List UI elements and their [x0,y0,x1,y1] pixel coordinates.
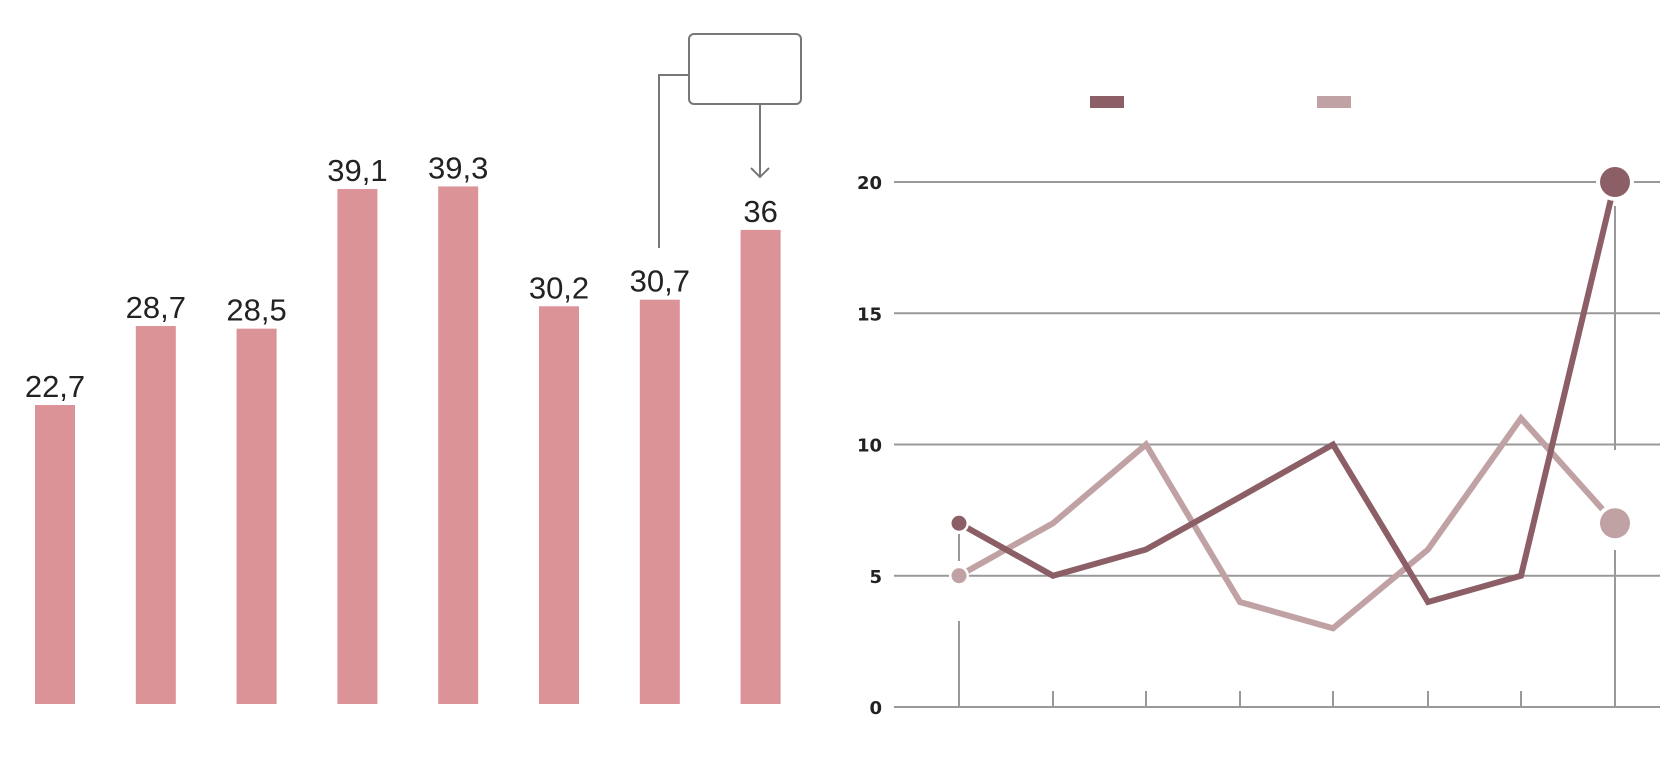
y-tick-label: 20 [857,173,882,194]
bar-value-label: 39,1 [327,153,387,188]
series-line [957,181,1618,606]
bar [35,405,75,704]
y-tick-label: 10 [857,436,882,457]
y-tick-label: 5 [869,567,882,588]
line-chart: 0 5 10 15 20 [857,96,1660,719]
callout-connector [658,74,689,248]
legend-swatch [1317,96,1351,108]
bar-value-label: 30,7 [630,264,690,299]
callout-box [688,33,802,105]
end-point [1600,508,1630,539]
bar-value-label: 36 [743,194,777,229]
y-tick-label: 0 [869,698,882,719]
bar [740,229,781,704]
start-point [951,568,967,584]
legend-swatch [1090,96,1124,108]
bar [639,299,680,704]
bar [337,189,378,705]
bar-chart: 22,7 28,7 28,5 39,1 39,3 30,2 30,7 36 [25,150,781,705]
bar-value-label: 30,2 [529,270,589,305]
callout-annotation [658,33,802,248]
y-tick-label: 15 [857,304,882,325]
bar [236,328,277,704]
bar [135,326,176,704]
bar-value-label: 39,3 [428,150,488,185]
callout-arrow-head [750,167,770,179]
series-line [957,413,1618,632]
bar-value-label: 28,5 [226,293,286,328]
bar-value-label: 22,7 [25,369,85,404]
bar-value-label: 28,7 [126,290,186,325]
start-point [951,515,967,531]
bar [539,306,579,704]
bar [438,186,479,704]
end-point [1600,167,1630,197]
